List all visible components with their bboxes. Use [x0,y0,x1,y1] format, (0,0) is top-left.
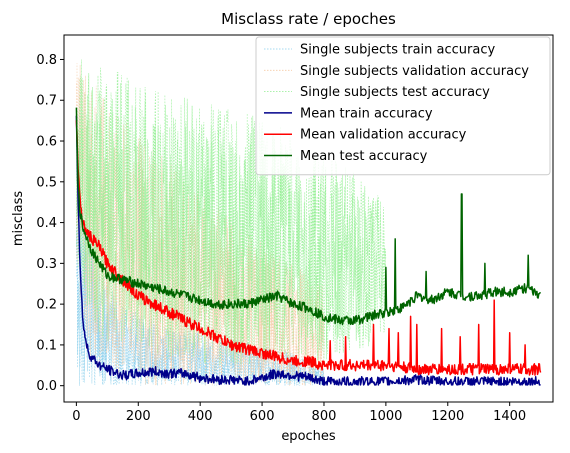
legend-entry-5: Mean test accuracy [300,149,428,164]
chart-title: Misclass rate / epoches [221,10,396,28]
x-axis-ticks: 0 200 400 600 800 1000 1200 1400 [72,402,526,424]
legend-entry-4: Mean validation accuracy [300,128,467,143]
band-1-trace-1 [76,78,325,386]
y-tick-label-2: 0.2 [36,298,57,313]
band-2-trace-0 [76,71,387,364]
mean-line-0 [75,115,541,386]
y-tick-label-5: 0.5 [36,175,57,190]
legend-box [255,36,551,176]
legend-entry-0: Single subjects train accuracy [300,43,495,58]
band-0-trace-0 [76,184,325,386]
y-tick-label-1: 0.1 [36,338,57,353]
y-tick-label-8: 0.8 [36,53,57,68]
y-tick-label-6: 0.6 [36,135,57,150]
legend-entry-1: Single subjects validation accuracy [300,64,529,79]
x-tick-label-400: 400 [188,409,213,424]
mean-line-1 [75,120,542,376]
x-tick-label-1000: 1000 [369,409,402,424]
x-tick-label-600: 600 [250,409,275,424]
x-tick-label-0: 0 [72,409,80,424]
y-tick-label-3: 0.3 [36,257,57,272]
legend-entry-2: Single subjects test accuracy [300,85,490,100]
band-1-trace-0 [76,63,325,386]
mean-line-2 [75,107,542,326]
legend-entry-3: Mean train accuracy [300,106,433,121]
y-axis-ticks: 0.0 0.1 0.2 0.3 0.4 0.5 0.6 0.7 0.8 [36,53,64,394]
mean-lines [75,107,542,386]
band-2-trace-1 [76,75,387,366]
x-axis-label: epoches [281,429,336,444]
x-tick-label-200: 200 [126,409,151,424]
y-axis-label: misclass [11,191,26,247]
y-tick-label-7: 0.7 [36,94,57,109]
legend: Single subjects train accuracy Single sub… [255,36,551,176]
y-tick-label-0: 0.0 [36,379,57,394]
plot-frame [63,34,554,403]
x-tick-label-1400: 1400 [493,409,526,424]
x-tick-label-1200: 1200 [431,409,464,424]
x-tick-label-800: 800 [312,409,337,424]
y-tick-label-4: 0.4 [36,216,57,231]
